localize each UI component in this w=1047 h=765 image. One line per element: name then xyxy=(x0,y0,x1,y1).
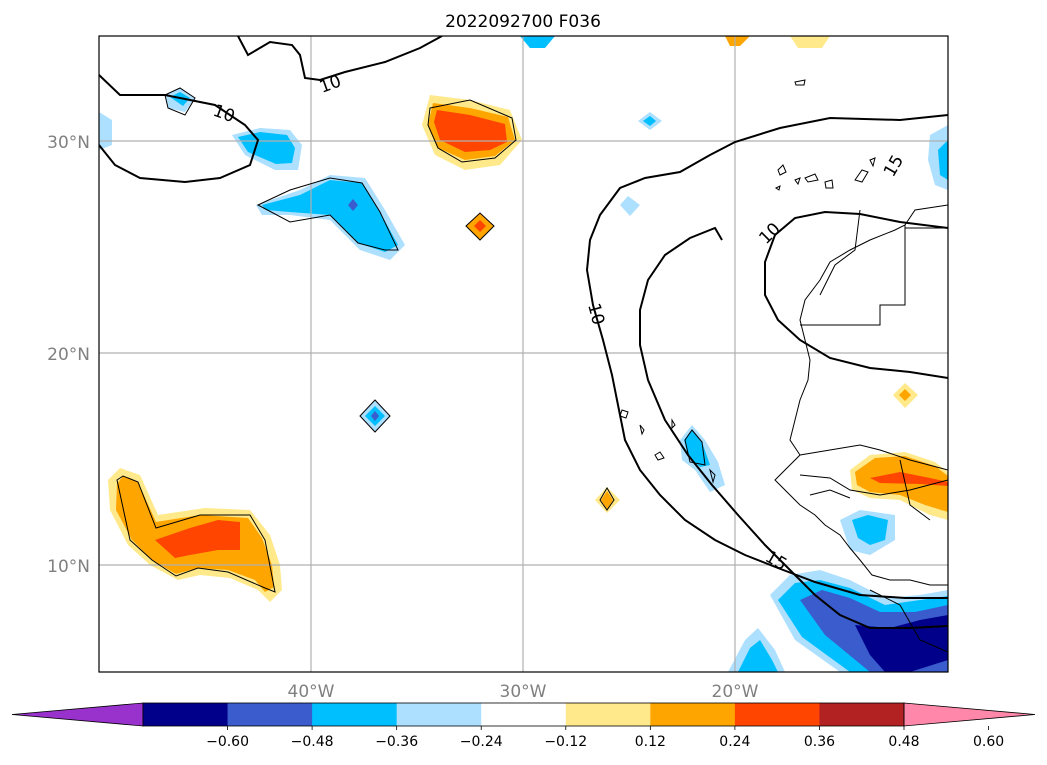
colorbar-segment xyxy=(734,703,820,726)
coastlines xyxy=(619,79,948,653)
colorbar-tick-label: 0.36 xyxy=(804,734,835,750)
lat-label-20n: 20°N xyxy=(47,345,90,365)
shading-outlines xyxy=(116,87,706,593)
colorbar-tick-label: −0.36 xyxy=(375,734,418,750)
colorbar-segment xyxy=(819,703,905,726)
colorbar-tick-label: −0.12 xyxy=(544,734,587,750)
colorbar-tick-label: 0.12 xyxy=(635,734,666,750)
colorbar-segment xyxy=(396,703,482,726)
colorbar-tick-label: −0.24 xyxy=(460,734,503,750)
colorbar-tick-label: 0.48 xyxy=(888,734,919,750)
contour-lines xyxy=(99,36,948,629)
colorbar-extend-low xyxy=(11,702,144,727)
map-frame xyxy=(98,35,949,673)
colorbar-outline xyxy=(142,702,905,727)
lat-label-30n: 30°N xyxy=(47,133,90,153)
colorbar-tick-label: 0.24 xyxy=(719,734,750,750)
colorbar-segment xyxy=(481,703,567,726)
colorbar-tick-label: −0.60 xyxy=(206,734,249,750)
anomaly-shading xyxy=(99,36,948,672)
gridlines xyxy=(99,36,948,672)
lon-label-30w: 30°W xyxy=(500,682,547,702)
colorbar-tick-label: 0.60 xyxy=(973,734,1004,750)
colorbar-segment xyxy=(143,703,229,726)
colorbar-segment xyxy=(227,703,313,726)
colorbar-extend-high xyxy=(903,702,1036,727)
colorbar: −0.60 −0.48 −0.36 −0.24 −0.12 0.12 0.24 0.36 0.4… xyxy=(11,702,1036,750)
colorbar-tick-label: −0.48 xyxy=(291,734,334,750)
lon-label-40w: 40°W xyxy=(288,682,335,702)
colorbar-segment xyxy=(650,703,736,726)
figure-title: 2022092700 F036 xyxy=(445,12,601,32)
lon-label-20w: 20°W xyxy=(712,682,759,702)
colorbar-segment xyxy=(312,703,398,726)
colorbar-segment xyxy=(565,703,651,726)
map-area: 10 10 10 10 15 15 xyxy=(99,36,948,672)
lat-label-10n: 10°N xyxy=(47,557,90,577)
